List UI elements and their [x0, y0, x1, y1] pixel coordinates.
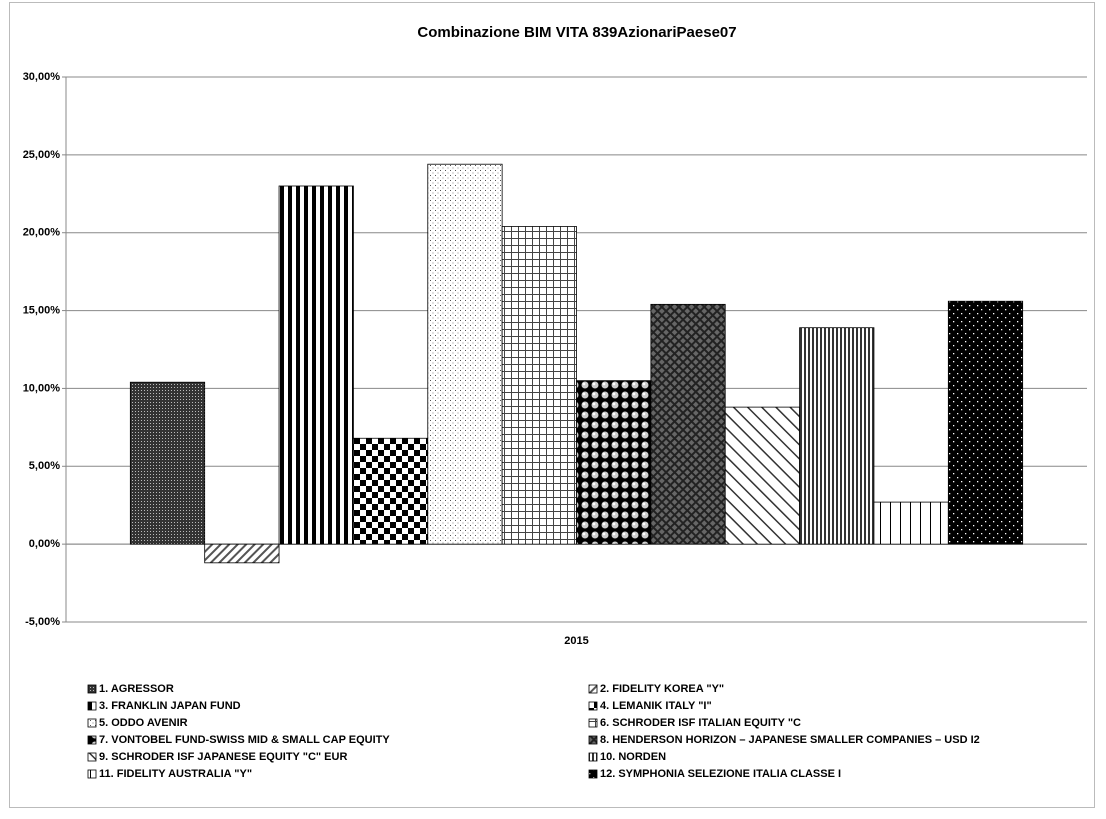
legend-label: 6. SCHRODER ISF ITALIAN EQUITY "C [600, 717, 801, 729]
y-tick-label: 5,00% [29, 460, 60, 472]
legend-label: 1. AGRESSOR [99, 683, 174, 695]
legend-swatch [87, 752, 97, 762]
y-tick-label: 20,00% [23, 227, 61, 239]
legend-label: 2. FIDELITY KOREA "Y" [600, 683, 724, 695]
legend-label: 10. NORDEN [600, 751, 666, 763]
legend-swatch [87, 684, 97, 694]
legend-swatch [87, 769, 97, 779]
legend-label: 11. FIDELITY AUSTRALIA "Y" [99, 768, 252, 780]
bar [650, 303, 726, 545]
x-tick-label: 2015 [564, 635, 588, 647]
y-tick-label: 25,00% [23, 149, 61, 161]
bar [501, 226, 577, 545]
chart-border [9, 2, 1095, 808]
legend-label: 9. SCHRODER ISF JAPANESE EQUITY "C" EUR [99, 751, 347, 763]
y-tick-label: 15,00% [23, 304, 61, 316]
legend-swatch [87, 718, 97, 728]
y-tick-label: 0,00% [29, 538, 60, 550]
bar [724, 406, 800, 545]
legend-label: 7. VONTOBEL FUND-SWISS MID & SMALL CAP E… [99, 734, 390, 746]
legend-swatch [588, 701, 598, 711]
legend-label: 5. ODDO AVENIR [99, 717, 188, 729]
legend-swatch [588, 735, 598, 745]
y-tick-label: 10,00% [23, 382, 61, 394]
bar [427, 163, 503, 545]
y-tick-label: 30,00% [23, 71, 61, 83]
legend-label: 4. LEMANIK ITALY "I" [600, 700, 712, 712]
y-tick-label: -5,00% [25, 616, 60, 628]
legend-swatch [588, 684, 598, 694]
bar [353, 437, 429, 545]
bar [873, 501, 949, 545]
legend-label: 8. HENDERSON HORIZON – JAPANESE SMALLER … [600, 734, 980, 746]
bar [947, 300, 1024, 545]
legend-swatch [588, 718, 598, 728]
chart-title: Combinazione BIM VITA 839AzionariPaese07 [417, 24, 736, 41]
bar [129, 381, 206, 545]
bar [576, 380, 652, 545]
legend-swatch [87, 735, 97, 745]
legend-label: 12. SYMPHONIA SELEZIONE ITALIA CLASSE I [600, 768, 841, 780]
legend-swatch [87, 701, 97, 711]
bar [278, 185, 354, 545]
legend-swatch [588, 752, 598, 762]
bar [204, 543, 280, 564]
legend-swatch [588, 769, 598, 779]
legend-label: 3. FRANKLIN JAPAN FUND [99, 700, 241, 712]
bar [799, 327, 875, 545]
